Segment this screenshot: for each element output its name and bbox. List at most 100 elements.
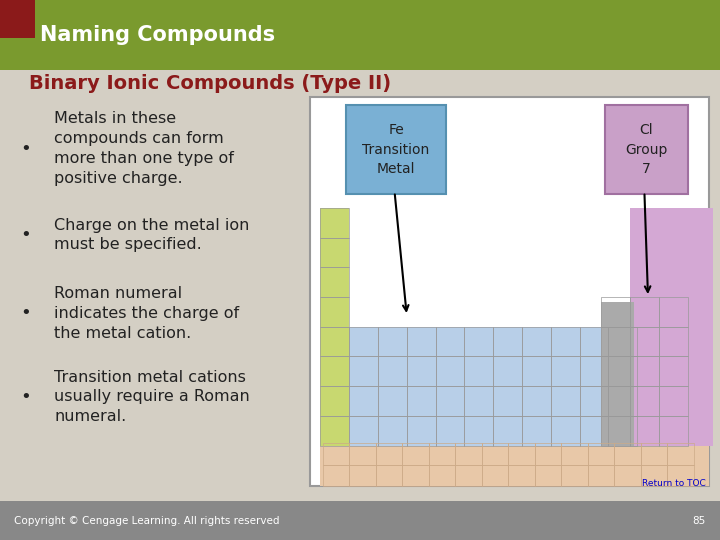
- Bar: [534, 443, 561, 464]
- Bar: [482, 464, 508, 486]
- Bar: [508, 464, 534, 486]
- Text: Copyright © Cengage Learning. All rights reserved: Copyright © Cengage Learning. All rights…: [14, 516, 280, 525]
- Bar: [659, 327, 688, 356]
- Bar: [407, 416, 436, 446]
- Bar: [323, 443, 349, 464]
- Bar: [601, 302, 634, 446]
- Bar: [320, 327, 349, 356]
- Bar: [349, 386, 378, 416]
- Bar: [601, 386, 630, 416]
- FancyBboxPatch shape: [0, 0, 35, 38]
- Bar: [588, 443, 614, 464]
- Bar: [320, 386, 349, 416]
- Bar: [630, 416, 659, 446]
- Bar: [349, 443, 376, 464]
- FancyBboxPatch shape: [0, 501, 720, 540]
- Text: Transition metal cations
usually require a Roman
numeral.: Transition metal cations usually require…: [54, 369, 250, 424]
- Bar: [659, 416, 688, 446]
- Bar: [320, 416, 349, 446]
- Bar: [630, 327, 659, 356]
- Bar: [522, 416, 551, 446]
- Bar: [320, 208, 349, 238]
- Text: Fe
Transition
Metal: Fe Transition Metal: [362, 123, 430, 177]
- Bar: [464, 416, 493, 446]
- Bar: [580, 386, 608, 416]
- Bar: [436, 356, 464, 386]
- Bar: [630, 297, 659, 327]
- Bar: [493, 327, 522, 356]
- Bar: [608, 386, 637, 416]
- Bar: [667, 443, 693, 464]
- Bar: [455, 443, 482, 464]
- FancyBboxPatch shape: [346, 105, 446, 194]
- Bar: [482, 443, 508, 464]
- Bar: [320, 267, 349, 297]
- Bar: [436, 416, 464, 446]
- Bar: [493, 356, 522, 386]
- Bar: [402, 443, 428, 464]
- Bar: [323, 464, 349, 486]
- Bar: [551, 356, 580, 386]
- Bar: [320, 297, 349, 327]
- Bar: [378, 327, 407, 356]
- Bar: [522, 386, 551, 416]
- Text: •: •: [20, 388, 30, 406]
- Bar: [428, 464, 455, 486]
- Bar: [320, 327, 637, 446]
- Bar: [455, 464, 482, 486]
- Bar: [407, 327, 436, 356]
- Bar: [601, 327, 630, 356]
- Bar: [320, 446, 709, 486]
- FancyBboxPatch shape: [0, 0, 720, 70]
- Bar: [601, 356, 630, 386]
- Bar: [659, 356, 688, 386]
- Bar: [320, 208, 349, 446]
- Bar: [407, 386, 436, 416]
- Bar: [522, 356, 551, 386]
- Text: Return to TOC: Return to TOC: [642, 479, 706, 488]
- Bar: [522, 327, 551, 356]
- Bar: [376, 443, 402, 464]
- Bar: [551, 386, 580, 416]
- Text: 85: 85: [693, 516, 706, 525]
- Bar: [378, 386, 407, 416]
- Bar: [493, 416, 522, 446]
- Bar: [349, 464, 376, 486]
- Bar: [659, 297, 688, 327]
- Bar: [630, 208, 713, 446]
- Bar: [551, 327, 580, 356]
- Bar: [436, 327, 464, 356]
- Text: Metals in these
compounds can form
more than one type of
positive charge.: Metals in these compounds can form more …: [54, 111, 234, 186]
- FancyBboxPatch shape: [310, 97, 709, 486]
- Bar: [376, 464, 402, 486]
- Bar: [508, 443, 534, 464]
- Bar: [551, 416, 580, 446]
- Text: •: •: [20, 139, 30, 158]
- Bar: [464, 356, 493, 386]
- Bar: [601, 297, 630, 327]
- Bar: [493, 386, 522, 416]
- Bar: [630, 356, 659, 386]
- Bar: [349, 356, 378, 386]
- Text: Roman numeral
indicates the charge of
the metal cation.: Roman numeral indicates the charge of th…: [54, 286, 239, 341]
- Text: Naming Compounds: Naming Compounds: [40, 25, 275, 45]
- Bar: [464, 386, 493, 416]
- Bar: [378, 356, 407, 386]
- Bar: [428, 443, 455, 464]
- Bar: [349, 416, 378, 446]
- Bar: [561, 464, 588, 486]
- Text: Cl
Group
7: Cl Group 7: [625, 123, 667, 177]
- Bar: [630, 386, 659, 416]
- Text: Charge on the metal ion
must be specified.: Charge on the metal ion must be specifie…: [54, 218, 249, 252]
- Bar: [614, 443, 641, 464]
- Bar: [349, 327, 378, 356]
- Bar: [320, 238, 349, 267]
- Bar: [320, 356, 349, 386]
- Bar: [436, 386, 464, 416]
- Bar: [580, 327, 608, 356]
- Bar: [378, 416, 407, 446]
- Bar: [407, 356, 436, 386]
- Bar: [667, 464, 693, 486]
- Bar: [580, 356, 608, 386]
- Bar: [608, 356, 637, 386]
